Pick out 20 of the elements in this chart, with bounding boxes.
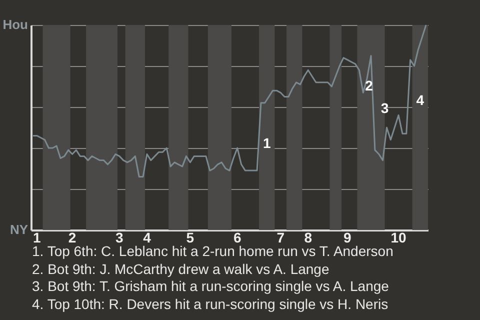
x-tick-label: 1 — [33, 230, 41, 246]
annotation: 4 — [416, 92, 424, 108]
text: 1. Top 6th: C. Leblanc hit a 2-run home run vs T. Anderson — [32, 243, 394, 261]
x-tick-label: 7 — [276, 230, 285, 246]
x-tick-label: 4 — [143, 230, 152, 246]
text: 2. Bot 9th: J. McCarthy drew a walk vs A. Lange — [32, 260, 330, 278]
text: 4. Top 10th: R. Devers hit a run-scoring single vs H. Neris — [32, 296, 390, 314]
text: NY — [10, 222, 28, 237]
x-tick-label: 6 — [233, 230, 242, 246]
annotation: 1 — [262, 134, 271, 151]
annotation: 3 — [380, 100, 389, 116]
x-tick-label: 8 — [304, 230, 312, 246]
x-tick-label: 3 — [116, 230, 124, 246]
text: Hou — [2, 17, 28, 32]
x-tick-label: 2 — [68, 230, 76, 246]
x-tick-label: 10 — [390, 230, 407, 246]
x-tick-label: 9 — [344, 230, 352, 246]
text: 3. Bot 9th: T. Grisham hit a run-scoring single vs A. Lange — [32, 278, 390, 296]
x-tick-label: 5 — [186, 230, 194, 246]
annotation: 2 — [365, 78, 374, 94]
